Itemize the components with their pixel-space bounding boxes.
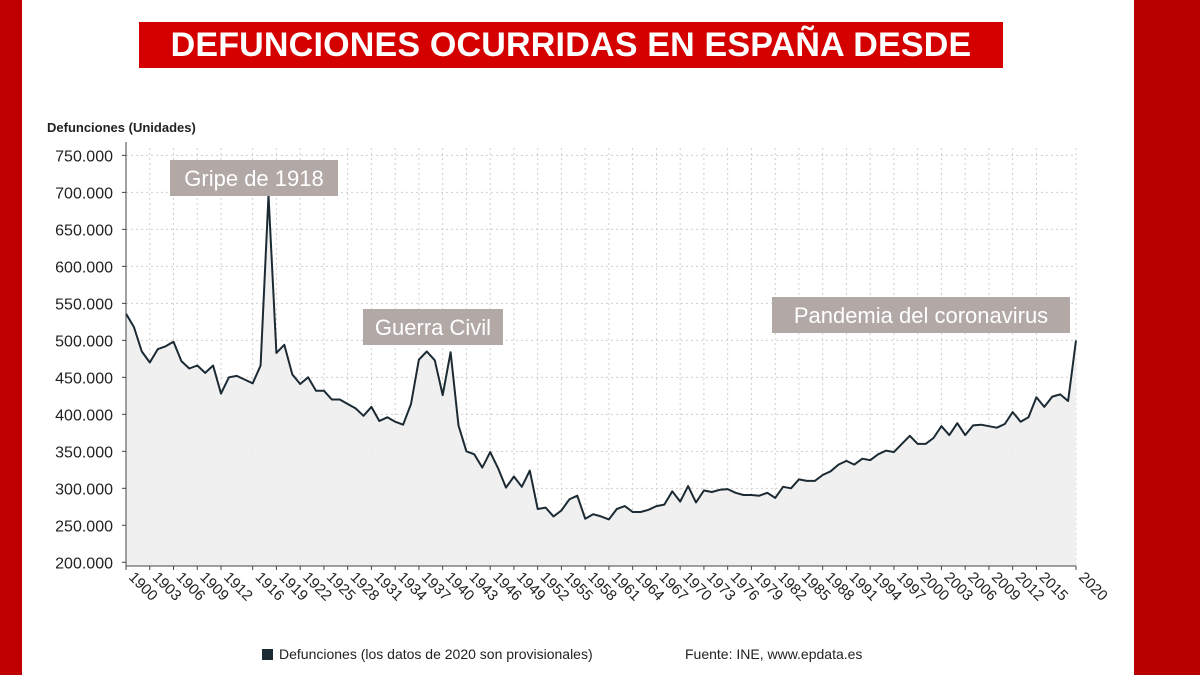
annotation-2: Pandemia del coronavirus <box>772 297 1070 333</box>
annotations: Gripe de 1918 Guerra Civil Pandemia del co… <box>170 160 1070 345</box>
area-fill <box>126 195 1076 567</box>
chart-title: DEFUNCIONES OCURRIDAS EN ESPAÑA DESDE 19… <box>139 22 1003 110</box>
y-tick-label: 250.000 <box>55 518 113 535</box>
y-tick-label: 500.000 <box>55 333 113 350</box>
y-tick-labels: 200.000 250.000 300.000 350.000 400.000 450.0… <box>55 148 126 572</box>
x-tick-labels: 1900190319061909191219161919192219251928… <box>125 566 1111 604</box>
y-tick-label: 350.000 <box>55 444 113 461</box>
source-note: Fuente: INE, www.epdata.es <box>685 646 863 662</box>
legend-label: Defunciones (los datos de 2020 son provi… <box>279 646 593 662</box>
y-tick-label: 450.000 <box>55 370 113 387</box>
left-red-border <box>0 0 22 675</box>
y-tick-label: 200.000 <box>55 555 113 572</box>
y-tick-label: 300.000 <box>55 481 113 498</box>
annotation-box <box>170 160 338 196</box>
right-red-border <box>1134 0 1200 675</box>
y-tick-label: 550.000 <box>55 296 113 313</box>
chart-area: Defunciones (Unidades) 200.000 250.000 300… <box>47 120 1111 604</box>
y-tick-label: 650.000 <box>55 222 113 239</box>
legend-swatch <box>262 648 273 660</box>
y-tick-label: 700.000 <box>55 185 113 202</box>
annotation-label: Pandemia del coronavirus <box>794 303 1048 328</box>
annotation-box <box>363 309 503 345</box>
x-tick-label: 2020 <box>1075 569 1111 605</box>
y-tick-label: 600.000 <box>55 259 113 276</box>
y-axis-label: Defunciones (Unidades) <box>47 120 196 135</box>
annotation-label: Guerra Civil <box>375 315 491 340</box>
y-tick-label: 750.000 <box>55 148 113 165</box>
annotation-0: Gripe de 1918 <box>170 160 338 196</box>
legend: Defunciones (los datos de 2020 son provi… <box>262 646 593 662</box>
annotation-box <box>772 297 1070 333</box>
y-tick-label: 400.000 <box>55 407 113 424</box>
annotation-label: Gripe de 1918 <box>184 166 323 191</box>
deaths-series-line <box>125 194 1077 521</box>
annotation-1: Guerra Civil <box>363 309 503 345</box>
